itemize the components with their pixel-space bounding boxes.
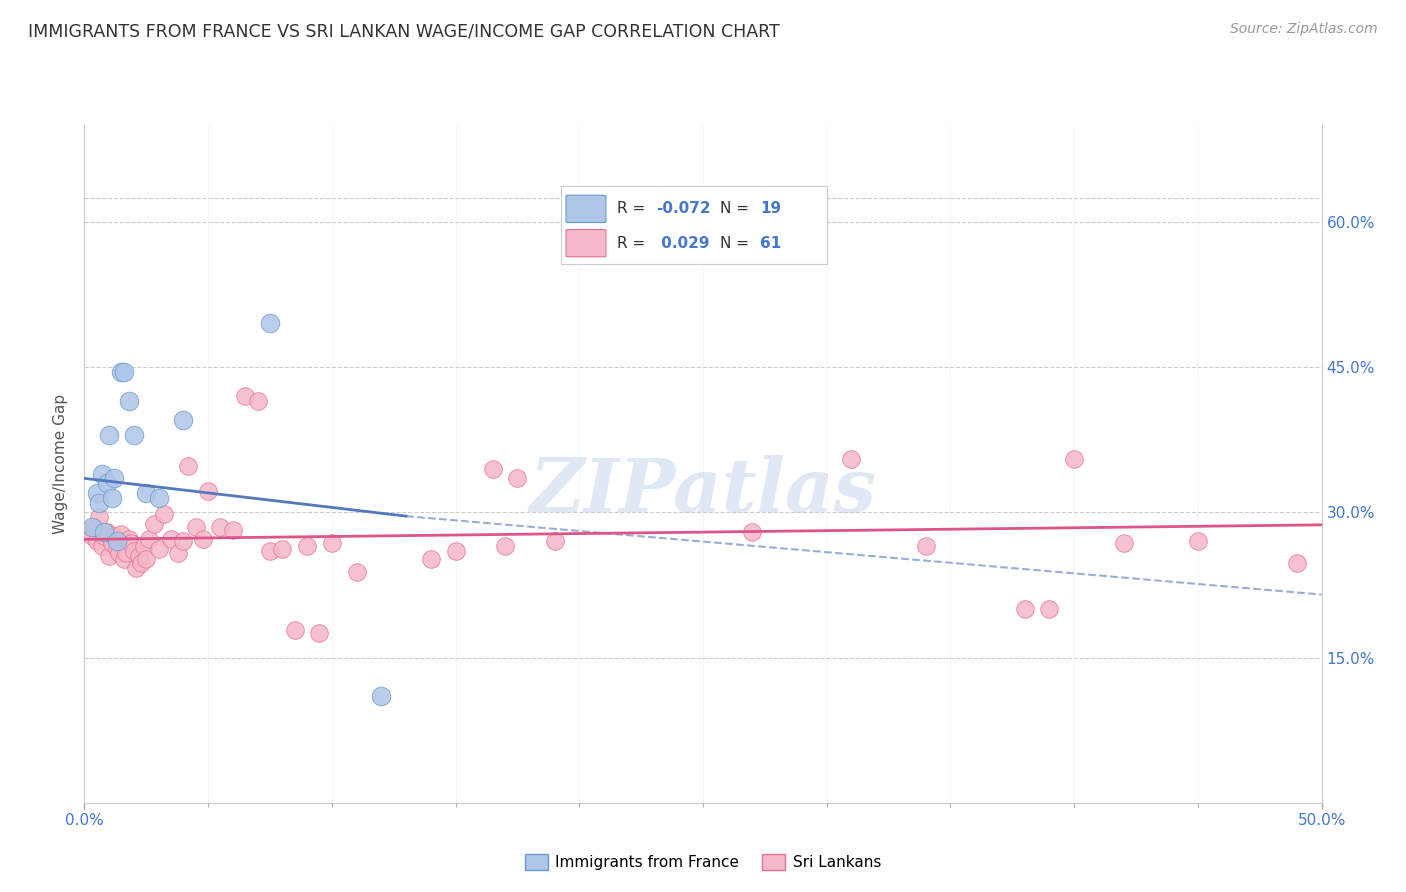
Point — [160, 533, 183, 547]
Point — [108, 546, 131, 560]
Point — [841, 452, 863, 467]
Point — [148, 491, 170, 505]
Text: ZIPatlas: ZIPatlas — [530, 455, 876, 527]
Point — [233, 389, 256, 403]
Point — [100, 536, 122, 550]
Text: 19: 19 — [761, 202, 782, 217]
Point — [89, 495, 111, 509]
Text: 0.029: 0.029 — [657, 235, 710, 251]
Point — [122, 427, 145, 442]
Point — [308, 626, 330, 640]
Point — [1285, 556, 1308, 570]
Point — [209, 520, 232, 534]
Point — [419, 551, 441, 566]
Point — [93, 524, 115, 539]
Point — [120, 536, 142, 550]
Point — [370, 690, 392, 704]
Point — [295, 539, 318, 553]
Point — [86, 486, 108, 500]
Point — [138, 533, 160, 547]
Point — [98, 549, 121, 563]
Point — [172, 534, 194, 549]
Point — [80, 520, 103, 534]
Point — [125, 561, 148, 575]
Point — [1187, 534, 1209, 549]
Point — [90, 539, 112, 553]
Point — [1063, 452, 1085, 467]
Point — [110, 526, 132, 541]
Point — [80, 529, 103, 543]
Point — [83, 520, 105, 534]
Point — [271, 542, 294, 557]
Text: Source: ZipAtlas.com: Source: ZipAtlas.com — [1230, 22, 1378, 37]
Point — [172, 413, 194, 427]
Point — [284, 624, 307, 638]
Point — [118, 393, 141, 408]
Point — [115, 546, 138, 560]
Point — [494, 539, 516, 553]
FancyBboxPatch shape — [567, 195, 606, 222]
Point — [86, 534, 108, 549]
Point — [128, 549, 150, 563]
Point — [132, 539, 155, 553]
Y-axis label: Wage/Income Gap: Wage/Income Gap — [53, 393, 69, 534]
Point — [105, 542, 128, 557]
Point — [259, 544, 281, 558]
Point — [105, 534, 128, 549]
Point — [103, 529, 125, 543]
Text: IMMIGRANTS FROM FRANCE VS SRI LANKAN WAGE/INCOME GAP CORRELATION CHART: IMMIGRANTS FROM FRANCE VS SRI LANKAN WAG… — [28, 22, 780, 40]
Point — [93, 529, 115, 543]
Text: -0.072: -0.072 — [657, 202, 711, 217]
Point — [346, 566, 368, 580]
Point — [741, 524, 763, 539]
Point — [135, 486, 157, 500]
Point — [79, 524, 101, 539]
Point — [481, 461, 503, 475]
Point — [112, 365, 135, 379]
Point — [100, 491, 122, 505]
Point — [191, 533, 214, 547]
Point — [444, 544, 467, 558]
Point — [142, 516, 165, 531]
Point — [222, 523, 245, 537]
Text: R =: R = — [617, 202, 650, 217]
Point — [914, 539, 936, 553]
Point — [122, 544, 145, 558]
Point — [90, 467, 112, 481]
Legend: Immigrants from France, Sri Lankans: Immigrants from France, Sri Lankans — [519, 848, 887, 877]
Point — [103, 471, 125, 485]
Point — [96, 476, 118, 491]
Point — [112, 551, 135, 566]
Text: N =: N = — [720, 202, 754, 217]
Text: 61: 61 — [761, 235, 782, 251]
Point — [321, 536, 343, 550]
Point — [110, 365, 132, 379]
Point — [1112, 536, 1135, 550]
Point — [184, 520, 207, 534]
Point — [543, 534, 565, 549]
Point — [259, 317, 281, 331]
Point — [96, 524, 118, 539]
Point — [148, 542, 170, 557]
Point — [506, 471, 529, 485]
Point — [129, 556, 152, 570]
Point — [89, 510, 111, 524]
Point — [118, 533, 141, 547]
Point — [1014, 602, 1036, 616]
Point — [98, 427, 121, 442]
Point — [152, 507, 174, 521]
Point — [135, 551, 157, 566]
Point — [246, 393, 269, 408]
Text: R =: R = — [617, 235, 650, 251]
Point — [1038, 602, 1060, 616]
Point — [197, 483, 219, 498]
FancyBboxPatch shape — [567, 229, 606, 257]
Text: N =: N = — [720, 235, 754, 251]
Point — [177, 458, 200, 473]
Point — [167, 546, 190, 560]
